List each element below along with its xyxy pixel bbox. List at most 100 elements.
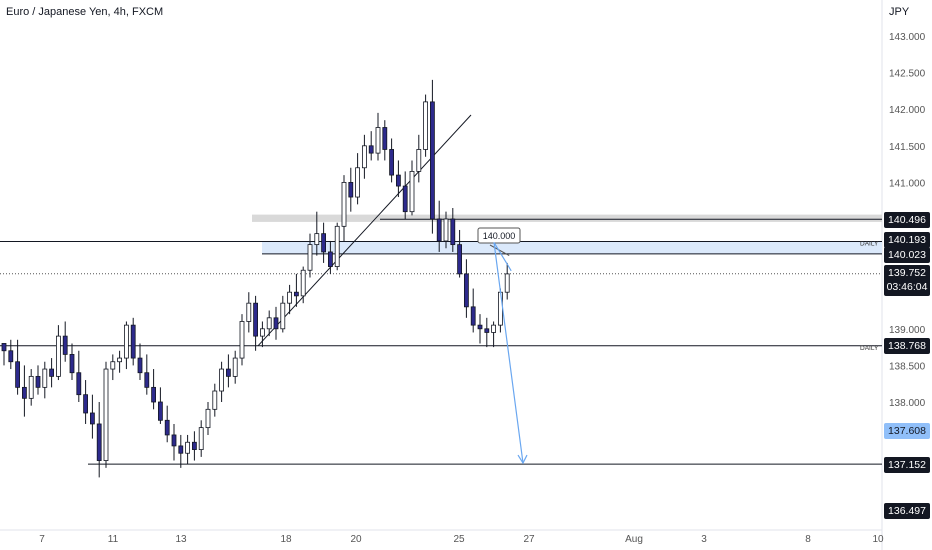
candle-body: [35, 375, 41, 388]
candle-body: [280, 302, 286, 330]
candle: [62, 321, 68, 362]
candle: [382, 120, 388, 161]
candle: [266, 310, 272, 337]
candle-body: [28, 375, 34, 399]
candle-body: [117, 357, 122, 363]
projection-arrow-head: [517, 454, 528, 465]
candle: [491, 321, 497, 348]
y-tick-label: 141.000: [889, 178, 926, 189]
candle: [137, 343, 143, 381]
bar-countdown: 03:46:04: [886, 281, 928, 293]
candle: [321, 222, 327, 263]
candle: [409, 160, 415, 216]
candle: [185, 434, 191, 465]
support-trendline: [257, 114, 472, 347]
candle-body: [225, 368, 231, 377]
candle-body: [21, 386, 27, 399]
candle: [178, 434, 184, 468]
candle-body: [83, 394, 88, 414]
candle: [470, 288, 476, 333]
candle-body: [110, 361, 116, 370]
candle-body: [8, 350, 14, 363]
candle-body: [137, 357, 143, 374]
y-tick-label: 142.000: [889, 105, 926, 116]
candle-body: [463, 273, 469, 308]
candle-body: [90, 412, 95, 425]
y-tick-label: 138.500: [889, 361, 926, 372]
level-label-140496: 140.496: [884, 212, 930, 228]
candle: [436, 200, 442, 252]
candle: [56, 325, 61, 381]
candle-body: [491, 324, 497, 333]
candle-body: [348, 181, 354, 198]
candle-body: [355, 167, 361, 198]
candle: [457, 229, 463, 278]
candle: [198, 420, 204, 457]
candle: [15, 339, 21, 395]
candle-body: [300, 269, 306, 297]
candle-body: [62, 335, 68, 355]
candle-body: [259, 328, 265, 337]
candle: [423, 94, 429, 157]
candle: [171, 423, 177, 461]
resistance-zone: [262, 241, 882, 254]
candle: [355, 153, 361, 205]
candle-body: [293, 291, 299, 297]
candle-body: [253, 302, 259, 337]
candle-body: [232, 357, 238, 377]
x-tick-label: 7: [39, 534, 45, 545]
daily-tag: DAILY: [860, 240, 879, 247]
level-label-138768: 138.768: [884, 338, 930, 354]
candle-body: [341, 181, 347, 227]
candle-body: [246, 302, 252, 322]
candle-body: [178, 445, 184, 454]
candle: [83, 380, 88, 424]
x-tick-label: 11: [108, 534, 119, 545]
candle-body: [484, 328, 490, 333]
candle: [287, 284, 293, 315]
level-label-137152: 137.152: [884, 457, 930, 473]
candle: [164, 405, 170, 443]
candle-body: [457, 244, 463, 275]
price-axis-currency: JPY: [889, 6, 910, 18]
y-tick-label: 142.500: [889, 69, 926, 80]
candle-body: [42, 368, 48, 388]
resistance-grey-zone: [252, 214, 882, 222]
candle: [144, 354, 150, 395]
candle: [205, 402, 211, 435]
x-tick-label: Aug: [625, 534, 643, 545]
candle-body: [450, 218, 456, 246]
candle-body: [212, 390, 218, 410]
y-tick-label: 141.500: [889, 142, 926, 153]
projection-target-label: 137.608: [884, 423, 930, 439]
candle: [28, 369, 34, 406]
candle: [443, 211, 449, 249]
candle-body: [375, 127, 381, 154]
projection-arrow: [493, 242, 524, 464]
candle: [361, 134, 367, 179]
candle: [76, 350, 82, 402]
candle: [327, 240, 333, 274]
candle-body: [130, 324, 136, 359]
candle-body: [321, 233, 327, 253]
candle-body: [361, 145, 367, 169]
level-label-140193: 140.193: [884, 232, 930, 248]
candle-body: [497, 291, 503, 326]
candle: [504, 262, 510, 300]
daily-tag: DAILY: [860, 345, 879, 352]
candle-body: [436, 218, 442, 242]
candle-body: [382, 127, 388, 150]
last-price-value: 139.752: [888, 267, 926, 279]
candle-body: [423, 101, 429, 150]
candle: [232, 350, 238, 384]
x-tick-label: 8: [805, 534, 811, 545]
chart-symbol-title: Euro / Japanese Yen, 4h, FXCM: [6, 6, 164, 18]
candle: [334, 222, 340, 271]
last-price-label: 139.752 03:46:04: [884, 265, 930, 296]
candle-body: [287, 291, 293, 304]
candle-body: [477, 324, 483, 330]
candle-body: [15, 361, 21, 388]
candle: [416, 134, 422, 183]
candle-body: [327, 251, 333, 267]
